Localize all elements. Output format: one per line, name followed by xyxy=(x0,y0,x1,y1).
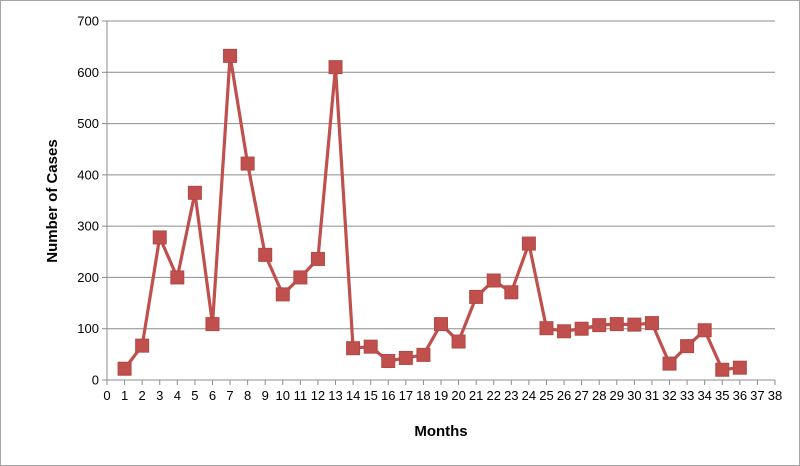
x-tick-label: 20 xyxy=(451,388,465,403)
x-tick-label: 27 xyxy=(574,388,588,403)
data-point xyxy=(627,317,642,332)
x-tick-label: 12 xyxy=(311,388,325,403)
x-tick-label: 2 xyxy=(139,388,146,403)
data-point xyxy=(117,361,132,376)
x-tick-label: 11 xyxy=(294,388,308,403)
axes xyxy=(102,20,776,385)
data-point xyxy=(434,317,448,332)
data-point xyxy=(346,341,361,356)
x-tick-label: 13 xyxy=(328,388,342,403)
data-point xyxy=(697,323,712,338)
y-tick-label: 600 xyxy=(77,65,99,80)
data-point xyxy=(170,270,185,285)
data-point xyxy=(135,338,150,353)
x-tick-labels: 0 1 2 3 4 5 6 7 8 9 10 11 12 13 14 15 16 17 18 19 20 21 22 23 24… xyxy=(103,388,782,403)
y-tick-labels: 0 100 200 300 400 500 600 700 xyxy=(77,14,99,388)
y-tick-label: 200 xyxy=(77,270,99,285)
data-point xyxy=(240,156,255,171)
x-tick-label: 19 xyxy=(434,388,448,403)
x-tick-label: 4 xyxy=(174,388,181,403)
x-tick-label: 37 xyxy=(750,388,764,403)
x-tick-label: 16 xyxy=(381,388,395,403)
data-point xyxy=(644,316,659,331)
data-point xyxy=(363,339,378,354)
x-tick-label: 1 xyxy=(121,388,128,403)
x-tick-label: 3 xyxy=(156,388,163,403)
data-point xyxy=(381,354,396,369)
x-tick-label: 8 xyxy=(244,388,251,403)
y-tick-label: 400 xyxy=(77,167,99,182)
x-tick-label: 26 xyxy=(557,388,571,403)
data-point xyxy=(275,287,290,302)
x-tick-label: 24 xyxy=(522,388,536,403)
data-point xyxy=(205,317,220,332)
x-tick-label: 14 xyxy=(346,388,360,403)
data-point xyxy=(187,185,202,200)
x-tick-label: 31 xyxy=(645,388,659,403)
data-point xyxy=(592,318,607,333)
x-tick-label: 28 xyxy=(592,388,606,403)
data-point xyxy=(715,362,730,377)
x-tick-label: 33 xyxy=(680,388,694,403)
x-tick-label: 15 xyxy=(363,388,377,403)
x-tick-label: 32 xyxy=(662,388,676,403)
x-tick-label: 29 xyxy=(610,388,624,403)
x-tick-label: 6 xyxy=(209,388,216,403)
x-tick-label: 5 xyxy=(191,388,198,403)
series-layer xyxy=(117,48,747,377)
x-tick-label: 9 xyxy=(262,388,269,403)
x-tick-label: 25 xyxy=(539,388,553,403)
data-point xyxy=(557,324,572,339)
data-point xyxy=(521,236,536,251)
x-tick-label: 22 xyxy=(487,388,501,403)
x-tick-label: 23 xyxy=(504,388,518,403)
x-tick-label: 30 xyxy=(627,388,641,403)
data-point xyxy=(539,321,554,336)
data-point xyxy=(416,347,431,362)
x-tick-label: 0 xyxy=(103,388,110,403)
data-point xyxy=(398,350,413,365)
y-tick-label: 700 xyxy=(77,14,99,29)
x-tick-label: 18 xyxy=(416,388,430,403)
data-point xyxy=(609,317,624,332)
data-point xyxy=(504,285,519,300)
data-point xyxy=(469,289,484,304)
x-tick-label: 17 xyxy=(399,388,413,403)
data-point xyxy=(152,230,167,245)
y-tick-label: 100 xyxy=(77,321,99,336)
y-tick-label: 300 xyxy=(77,219,99,234)
x-tick-label: 10 xyxy=(276,388,290,403)
data-point xyxy=(574,321,589,336)
data-point xyxy=(258,247,273,262)
data-point xyxy=(328,60,343,75)
data-point xyxy=(680,339,695,354)
x-tick-label: 7 xyxy=(226,388,233,403)
x-tick-label: 34 xyxy=(697,388,711,403)
data-point xyxy=(223,48,238,63)
data-point xyxy=(732,360,747,375)
data-point xyxy=(662,356,677,371)
y-tick-label: 500 xyxy=(77,116,99,131)
x-tick-label: 35 xyxy=(715,388,729,403)
data-point xyxy=(451,334,466,349)
x-axis-title: Months xyxy=(414,423,467,440)
y-tick-label: 0 xyxy=(92,373,99,388)
data-point xyxy=(293,270,308,285)
data-point xyxy=(486,273,501,288)
x-tick-label: 38 xyxy=(768,388,782,403)
x-tick-label: 36 xyxy=(733,388,747,403)
y-axis-title: Number of Cases xyxy=(44,139,61,262)
data-point xyxy=(310,251,325,266)
x-tick-label: 21 xyxy=(469,388,483,403)
